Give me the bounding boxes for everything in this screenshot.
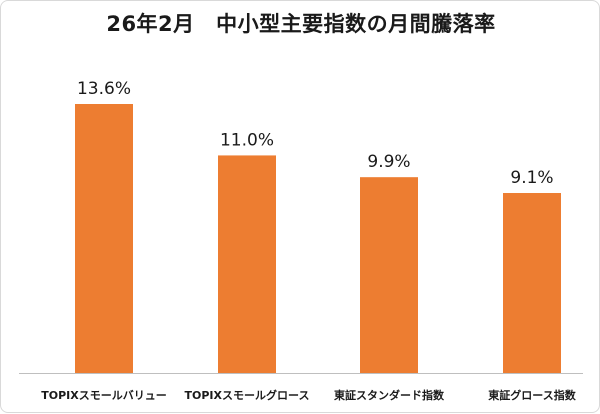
x-tick-label-2: TOPIXスモールグロース: [185, 388, 310, 402]
bar-2: [218, 155, 276, 373]
bar-3: [360, 177, 418, 373]
x-tick-label-1: TOPIXスモールバリュー: [41, 389, 167, 402]
x-tick-label-3: 東証スタンダード指数: [334, 388, 445, 402]
data-label-1: 13.6%: [77, 79, 131, 99]
bar-1: [75, 104, 133, 373]
data-label-2: 11.0%: [220, 130, 274, 150]
data-label-3: 9.9%: [367, 152, 410, 172]
x-tick-label-4: 東証グロース指数: [488, 388, 576, 402]
data-label-4: 9.1%: [510, 168, 553, 188]
bar-4: [503, 193, 561, 373]
chart-title: 26年2月 中小型主要指数の月間騰落率: [106, 12, 496, 36]
